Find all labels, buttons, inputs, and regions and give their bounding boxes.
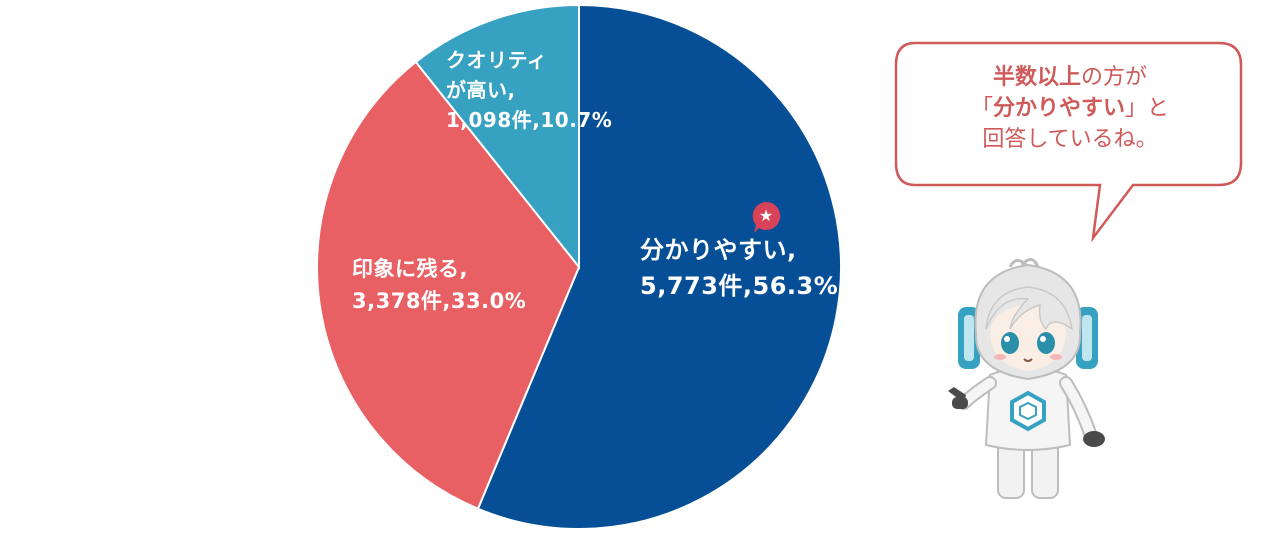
pie-slices xyxy=(316,3,842,530)
slice-label-line: 1,098件,10.7% xyxy=(446,108,613,132)
bubble-bracket-close: 」と xyxy=(1125,96,1170,121)
slice-label-line: 分かりやすい, xyxy=(640,236,797,264)
slice-label-inshou: 印象に残る, 3,378件,33.0% xyxy=(352,253,526,317)
bubble-text-span: の方が xyxy=(1081,65,1148,90)
slice-label-line: 3,378件,33.0% xyxy=(352,289,527,313)
bubble-line-2: 「分かりやすい」と xyxy=(900,93,1240,124)
bubble-emphasis: 半数以上 xyxy=(992,65,1081,90)
star-badge-icon: ★ xyxy=(752,201,781,233)
bubble-bracket-open: 「 xyxy=(970,96,993,121)
pie-slice-0 xyxy=(476,3,842,530)
bubble-line-1: 半数以上の方が xyxy=(900,62,1240,93)
badge-star: ★ xyxy=(759,206,773,225)
slice-label-quality: クオリティ が高い, 1,098件,10.7% xyxy=(446,45,612,135)
slice-label-line: 5,773件,56.3% xyxy=(640,272,839,300)
bubble-emphasis: 分かりやすい xyxy=(992,96,1125,121)
slice-label-line: 印象に残る, xyxy=(352,257,468,281)
slice-label-line: が高い, xyxy=(446,78,516,102)
slice-label-wakariyasui: 分かりやすい, 5,773件,56.3% xyxy=(640,232,838,304)
bubble-line-3: 回答しているね。 xyxy=(982,127,1158,152)
pie-slice-2 xyxy=(414,3,580,270)
slice-label-line: クオリティ xyxy=(446,48,548,72)
speech-bubble-text: 半数以上の方が 「分かりやすい」と 回答しているね。 xyxy=(900,62,1240,155)
pie-slice-1 xyxy=(316,60,581,511)
speech-bubble xyxy=(894,41,1243,243)
robot-mascot-icon xyxy=(948,258,1105,499)
